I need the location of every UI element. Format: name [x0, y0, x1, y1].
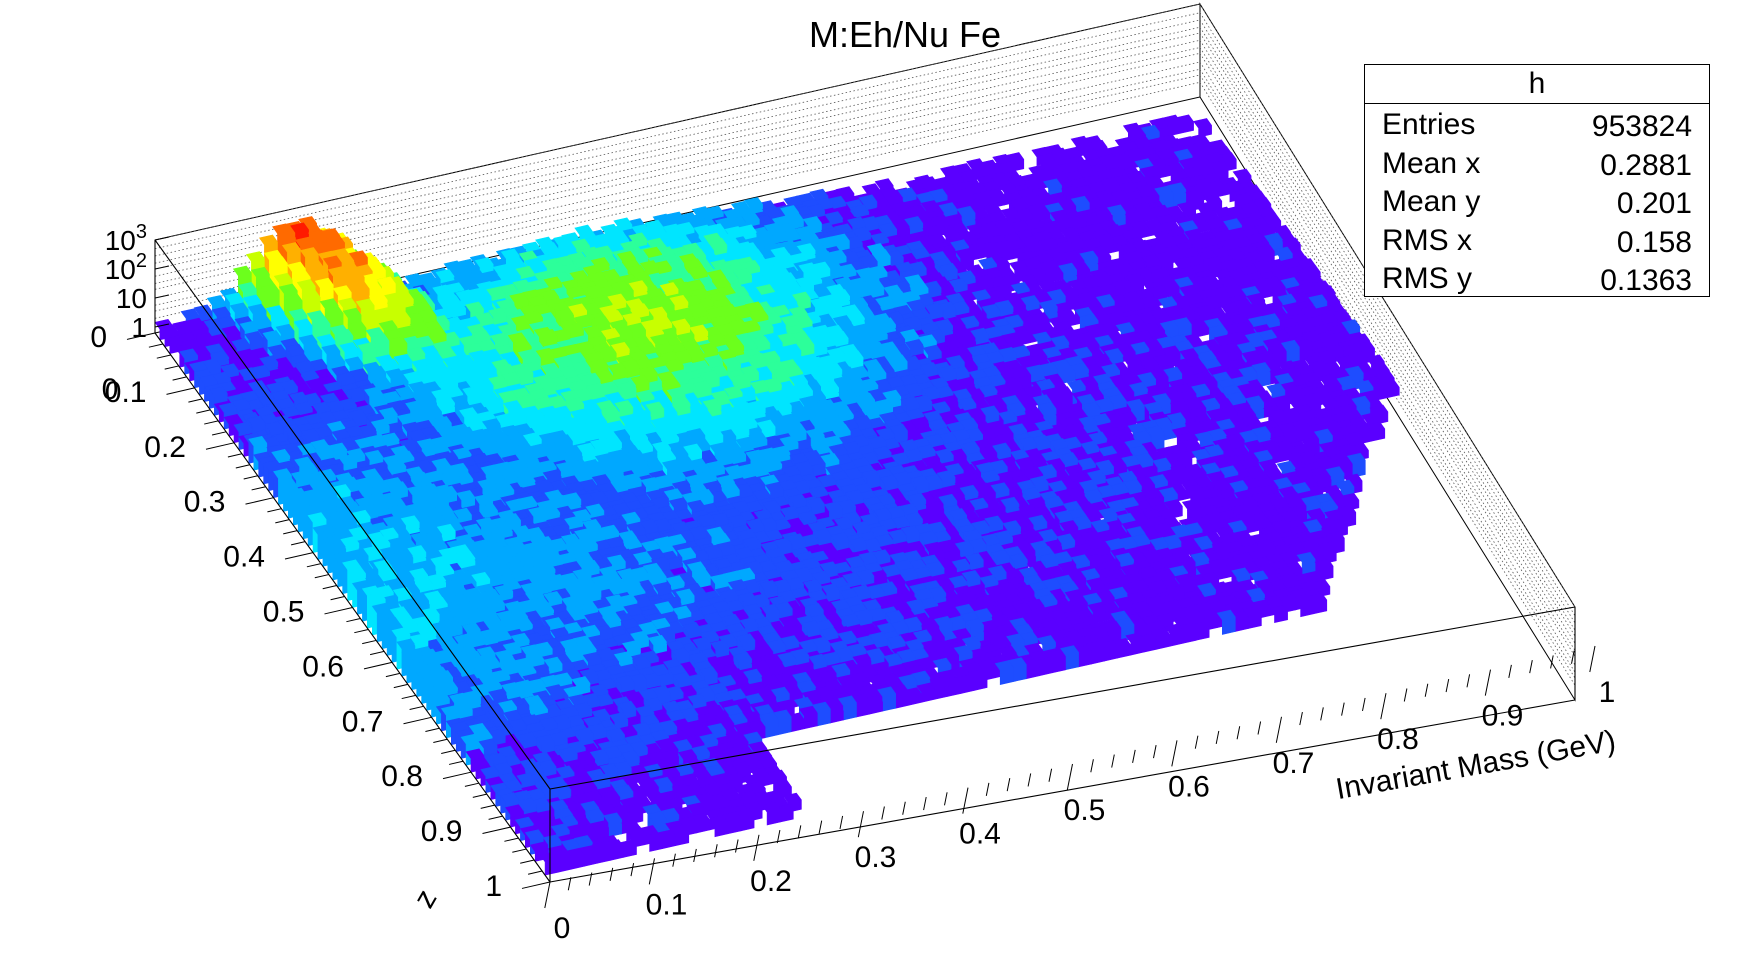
y-tick — [369, 650, 385, 656]
histogram-bar — [1251, 362, 1271, 388]
y-tick — [205, 442, 235, 450]
wall-grid-line — [154, 3, 1201, 241]
y-tick — [211, 431, 227, 436]
histogram-bar — [1095, 232, 1115, 256]
y-tick — [172, 376, 187, 381]
wall-grid-line — [154, 74, 1201, 312]
y-tick — [363, 661, 393, 670]
wall-grid-line — [154, 32, 1201, 270]
y-tick — [166, 387, 195, 395]
y-tick — [235, 464, 250, 469]
wall-grid-line — [154, 61, 1201, 299]
y-tick — [188, 398, 203, 403]
wall-grid-line — [154, 12, 1201, 250]
y-tick — [156, 354, 171, 359]
y-tick — [275, 519, 290, 524]
y-tick — [267, 508, 282, 513]
y-tick — [196, 409, 211, 414]
wall-grid-line — [154, 52, 1201, 290]
y-tick — [346, 617, 361, 623]
wall-grid-line — [154, 81, 1201, 319]
y-tick — [290, 541, 306, 546]
y-tick — [362, 639, 377, 645]
chart-title: M:Eh/Nu Fe — [808, 14, 1002, 55]
histogram-bars — [154, 114, 1400, 876]
y-tick — [283, 530, 298, 535]
y-tick — [245, 497, 274, 505]
y-tick — [354, 628, 369, 634]
wall-grid-line — [154, 47, 1201, 284]
y-tick — [324, 607, 353, 615]
y-tick — [148, 343, 164, 348]
wall-grid-line — [154, 39, 1201, 277]
y-tick — [314, 574, 329, 579]
y-tick — [330, 596, 345, 601]
y-tick — [204, 420, 219, 425]
y-tick — [164, 365, 179, 370]
y-tick — [227, 453, 243, 458]
y-tick — [284, 552, 314, 560]
y-tick — [306, 563, 322, 568]
wall-grid-line — [154, 26, 1201, 264]
y-tick — [243, 475, 258, 480]
y-tick — [322, 585, 337, 590]
y-tick — [251, 486, 266, 491]
histogram-bar — [761, 802, 781, 826]
wall-grid-line — [154, 19, 1201, 257]
wall-grid-line — [154, 68, 1201, 306]
histogram-bar — [1193, 118, 1212, 138]
